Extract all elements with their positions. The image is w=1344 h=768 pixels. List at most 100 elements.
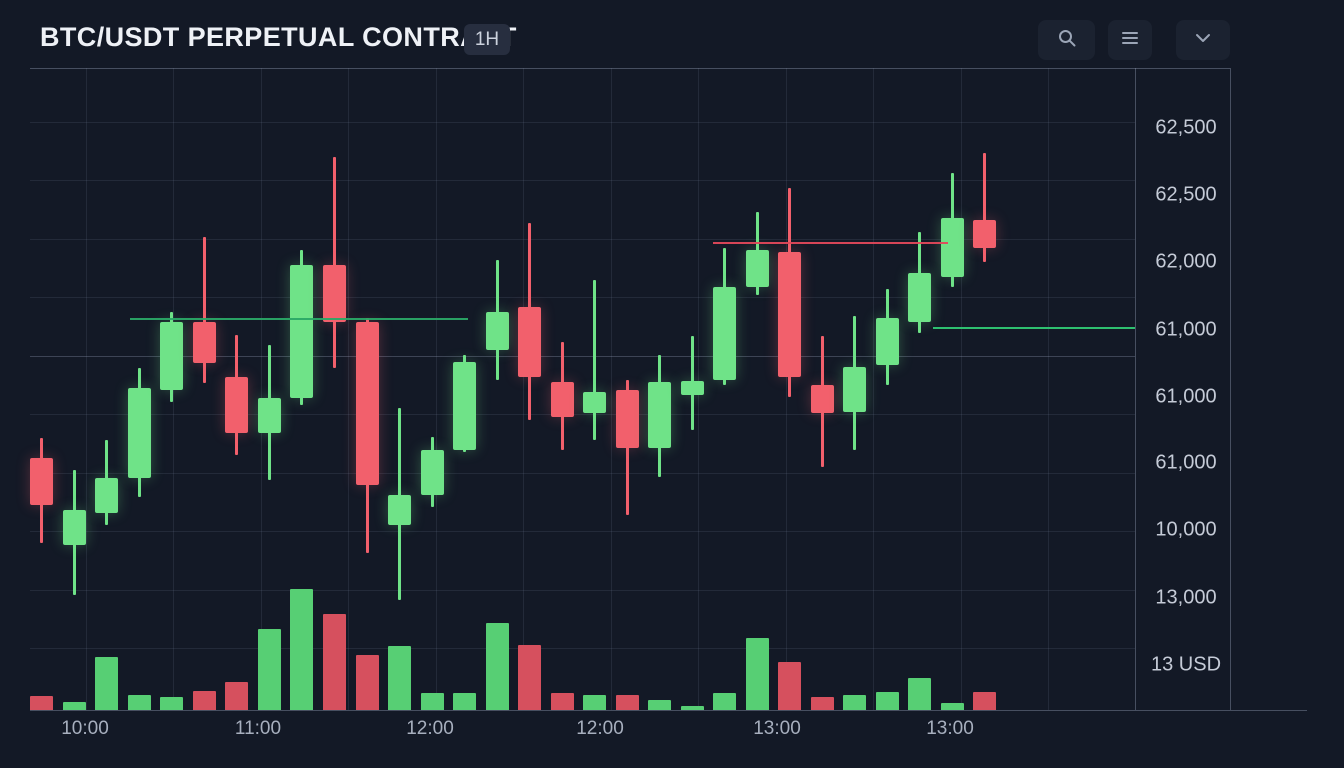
candle-body-up xyxy=(908,273,931,322)
price-axis-label: 61,000 xyxy=(1155,318,1217,341)
chevron-down-icon xyxy=(1192,27,1214,54)
time-axis-label: 13:00 xyxy=(926,718,974,739)
volume-bar xyxy=(941,703,964,710)
price-axis-label: 13,000 xyxy=(1155,586,1217,609)
gridline xyxy=(873,68,874,710)
volume-bar xyxy=(388,646,411,710)
candle-body-down xyxy=(551,382,574,417)
volume-bar xyxy=(160,697,183,710)
price-axis-label: 13 USD xyxy=(1150,653,1222,676)
volume-bar xyxy=(811,697,834,710)
volume-bar xyxy=(876,692,899,710)
gridline xyxy=(523,68,524,710)
candle-body-up xyxy=(63,510,86,545)
volume-bar xyxy=(778,662,801,710)
candle-body-up xyxy=(453,362,476,450)
time-axis-label: 10:00 xyxy=(61,718,109,739)
chart-top-border xyxy=(30,68,1230,69)
candle-body-up xyxy=(95,478,118,513)
volume-bar xyxy=(551,693,574,710)
volume-bar xyxy=(63,702,86,710)
volume-bar xyxy=(713,693,736,710)
candle-body-up xyxy=(843,367,866,412)
volume-bar xyxy=(290,589,313,710)
candle-body-down xyxy=(811,385,834,413)
gridline xyxy=(30,180,1135,181)
gridline xyxy=(961,68,962,710)
price-axis-label: 62,500 xyxy=(1155,116,1217,139)
candle-body-down xyxy=(356,322,379,485)
candle-body-up xyxy=(648,382,671,448)
gridline xyxy=(30,297,1135,298)
search-button[interactable] xyxy=(1038,20,1095,60)
gridline xyxy=(261,68,262,710)
candle-body-down xyxy=(778,252,801,377)
candle-body-down xyxy=(323,265,346,322)
candle-body-up xyxy=(681,381,704,395)
volume-bar xyxy=(453,693,476,710)
candle-wick xyxy=(983,153,986,262)
price-axis-divider xyxy=(1135,68,1136,710)
volume-bar xyxy=(486,623,509,710)
gridline xyxy=(86,68,87,710)
gridline xyxy=(30,590,1135,591)
gridline xyxy=(611,68,612,710)
candle-body-up xyxy=(290,265,313,398)
gridline xyxy=(30,239,1135,240)
candle-body-up xyxy=(388,495,411,525)
bright-green-level-line xyxy=(933,327,1135,329)
timeframe-badge[interactable]: 1H xyxy=(464,24,510,55)
gridline xyxy=(30,356,1135,357)
volume-bar xyxy=(843,695,866,710)
menu-button[interactable] xyxy=(1108,20,1152,60)
candle-body-down xyxy=(616,390,639,448)
volume-bar xyxy=(30,696,53,710)
candle-body-down xyxy=(30,458,53,505)
candle-body-up xyxy=(258,398,281,433)
candle-body-up xyxy=(941,218,964,277)
gridline xyxy=(30,531,1135,532)
candle-body-down xyxy=(193,322,216,363)
volume-bar xyxy=(356,655,379,710)
candle-body-up xyxy=(746,250,769,287)
volume-bar xyxy=(681,706,704,710)
candle-body-up xyxy=(421,450,444,495)
gridline xyxy=(30,122,1135,123)
candle-body-up xyxy=(713,287,736,380)
gridline xyxy=(348,68,349,710)
time-axis-label: 12:00 xyxy=(576,718,624,739)
time-axis-label: 12:00 xyxy=(406,718,454,739)
price-axis-label: 62,500 xyxy=(1155,183,1217,206)
volume-bar xyxy=(746,638,769,710)
gridline xyxy=(30,414,1135,415)
candle-wick xyxy=(593,280,596,440)
collapse-button[interactable] xyxy=(1176,20,1230,60)
price-axis-label: 62,000 xyxy=(1155,250,1217,273)
gridline xyxy=(786,68,787,710)
price-axis-label: 61,000 xyxy=(1155,451,1217,474)
candle-body-up xyxy=(160,322,183,390)
volume-bar xyxy=(616,695,639,710)
volume-bar xyxy=(973,692,996,710)
volume-bar xyxy=(908,678,931,710)
volume-bar xyxy=(95,657,118,710)
candle-body-down xyxy=(518,307,541,377)
green-level-line xyxy=(130,318,468,320)
time-axis-label: 13:00 xyxy=(753,718,801,739)
page-title: BTC/USDT PERPETUAL CONTRACT xyxy=(40,22,517,52)
volume-bar xyxy=(193,691,216,710)
volume-bar xyxy=(225,682,248,710)
gridline xyxy=(436,68,437,710)
candle-body-up xyxy=(583,392,606,413)
price-axis-label: 61,000 xyxy=(1155,385,1217,408)
red-level-line xyxy=(713,242,948,244)
candle-wick xyxy=(333,157,336,368)
volume-bar xyxy=(421,693,444,710)
volume-bar xyxy=(648,700,671,710)
gridline xyxy=(30,473,1135,474)
candle-wick xyxy=(203,237,206,383)
search-icon xyxy=(1056,27,1078,54)
gridline xyxy=(1048,68,1049,710)
